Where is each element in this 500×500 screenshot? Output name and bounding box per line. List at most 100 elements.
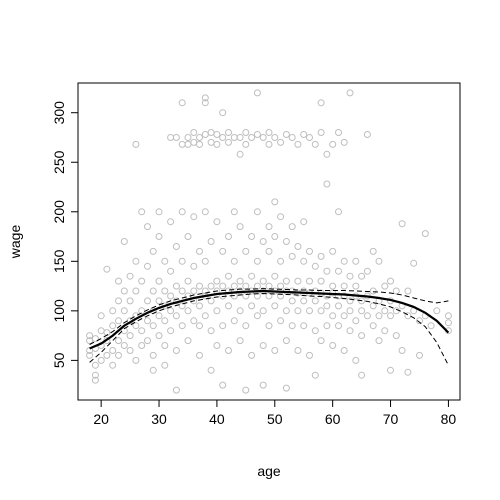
data-point [387,277,394,285]
data-point [253,208,261,216]
data-point [248,351,256,359]
data-point [335,208,342,216]
data-point [207,366,215,374]
data-point [277,138,285,146]
y-tick-label: 100 [51,299,67,323]
data-point [306,351,313,359]
data-point [294,307,302,315]
data-point [155,297,163,305]
data-point [207,238,215,245]
data-point [120,287,128,295]
data-point [155,312,163,320]
data-point [444,312,452,320]
data-point [329,247,337,255]
data-point [381,307,389,315]
x-tick-label: 60 [325,411,341,427]
data-point [178,257,186,265]
y-tick-label: 50 [51,352,67,368]
data-point [294,347,302,354]
data-point [225,302,232,310]
data-point [329,282,337,290]
data-point [184,134,192,141]
data-point [219,134,227,141]
data-point [109,347,117,354]
data-point [115,351,122,359]
data-point [201,131,209,138]
data-point [155,208,163,216]
x-tick-label: 80 [441,411,457,427]
data-point [201,94,209,102]
data-point [369,302,377,310]
data-point [265,292,273,300]
data-point [248,272,256,280]
data-point [433,307,441,315]
data-point [381,282,389,290]
data-point [271,134,279,141]
data-point [346,272,354,280]
data-point [115,337,122,345]
data-point [120,238,128,245]
data-point [242,282,250,290]
data-point [282,337,290,345]
data-point [306,134,313,141]
data-point [86,351,94,359]
data-point [271,302,279,310]
data-point [271,198,279,206]
data-point [300,257,308,265]
data-point [317,129,325,136]
data-point [184,140,192,148]
data-point [155,233,163,240]
data-point [213,342,221,349]
data-point [329,312,337,320]
data-point [271,272,279,280]
data-point [282,238,290,245]
data-point [144,337,151,345]
data-point [282,277,290,285]
data-point [144,317,151,325]
data-point [178,322,186,330]
data-point [335,322,342,330]
data-point [190,138,198,146]
y-tick-label: 250 [51,150,67,174]
data-point [196,140,203,148]
data-point [219,247,227,255]
data-point [172,347,180,354]
data-point [86,332,94,340]
data-point [277,257,285,265]
data-point [317,337,325,345]
data-point [248,134,256,141]
data-point [230,208,238,216]
data-point [196,302,203,310]
data-point [161,257,169,265]
data-point [294,140,302,148]
data-point [213,218,221,226]
data-point [178,99,186,107]
data-point [248,302,256,310]
data-point [172,312,180,320]
data-point [300,131,308,138]
data-point [288,223,296,231]
data-point [392,332,400,340]
data-point [144,262,151,270]
data-point [190,317,198,325]
x-axis: 20 30 40 50 60 70 80 [93,399,457,427]
data-point [172,134,180,141]
data-point [91,361,99,369]
data-point [392,307,400,315]
data-point [358,307,366,315]
data-point [91,335,99,343]
y-tick-label: 150 [51,249,67,273]
data-point [184,337,192,345]
data-point [201,312,209,320]
data-point [323,302,331,310]
data-point [184,307,192,315]
y-axis: 50 100 150 200 250 300 [51,101,79,368]
data-point [346,307,354,315]
data-point [253,292,261,300]
data-point [398,220,406,228]
data-point [346,327,354,335]
data-point [236,134,244,141]
data-point [242,292,250,300]
data-point [149,287,157,295]
data-point [282,384,290,392]
